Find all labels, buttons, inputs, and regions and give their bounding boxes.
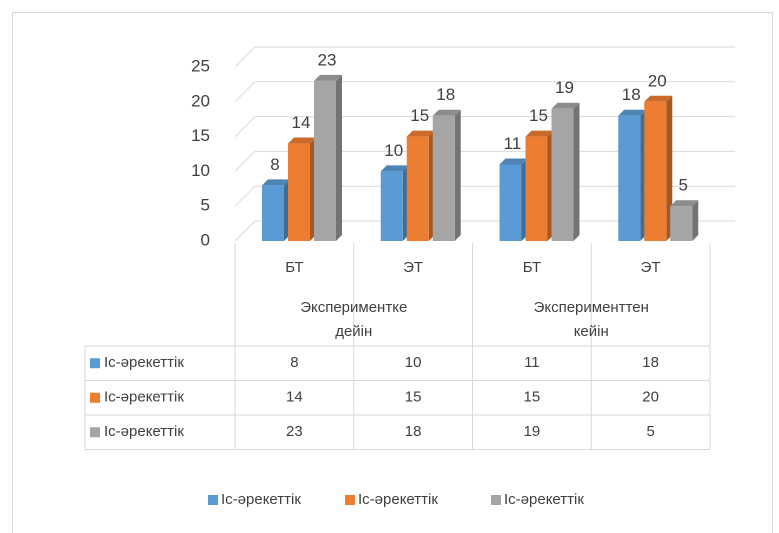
table-row-label: Іс-әрекеттік xyxy=(104,423,184,440)
x-tick-label: БТ xyxy=(523,259,541,276)
grid-line xyxy=(234,46,735,68)
bar xyxy=(670,206,693,241)
bar-top xyxy=(499,158,528,165)
data-label: 18 xyxy=(622,85,641,104)
data-label: 11 xyxy=(504,134,522,153)
bar-side xyxy=(573,102,580,241)
table-legend-key xyxy=(90,427,100,438)
bar xyxy=(499,164,522,241)
table-legend-key xyxy=(90,358,100,369)
bar xyxy=(525,136,548,241)
bar-top xyxy=(262,179,290,186)
bar-top xyxy=(525,130,554,137)
legend-label: Іс-әрекеттік xyxy=(504,491,584,508)
table-cell: 19 xyxy=(524,423,541,440)
table-cell: 23 xyxy=(286,423,303,440)
bar xyxy=(551,108,574,241)
legend-key xyxy=(491,495,501,505)
table-cell: 14 xyxy=(286,389,303,406)
chart-frame xyxy=(12,12,773,533)
y-tick-label: 0 xyxy=(201,230,210,249)
legend-label: Іс-әрекеттік xyxy=(358,491,438,508)
group-label: Экспериментке дейін xyxy=(300,299,408,340)
legend-key xyxy=(208,495,218,505)
x-tick-label: БТ xyxy=(285,259,303,276)
bar-top xyxy=(380,165,409,172)
table-cell: 18 xyxy=(405,423,422,440)
bar-side xyxy=(692,200,699,241)
y-tick-label: 15 xyxy=(191,126,210,145)
table-cell: 10 xyxy=(405,354,422,371)
data-label: 18 xyxy=(436,85,455,104)
bar xyxy=(432,115,455,241)
bar-top xyxy=(288,137,316,144)
data-label: 20 xyxy=(648,71,667,90)
table-row-label: Іс-әрекеттік xyxy=(104,354,184,371)
table-cell: 8 xyxy=(290,354,298,371)
bar xyxy=(618,115,641,241)
bar-side xyxy=(666,95,673,241)
data-label: 15 xyxy=(529,106,548,125)
group-label: Эксперименттен кейін xyxy=(533,299,649,340)
bar-top xyxy=(670,200,699,207)
y-tick-label: 10 xyxy=(191,161,210,180)
bar-top xyxy=(551,102,580,109)
data-label: 23 xyxy=(318,50,337,69)
bar xyxy=(406,136,429,241)
table-row-label: Іс-әрекеттік xyxy=(104,389,184,406)
bar-side xyxy=(336,74,342,241)
bar xyxy=(288,143,310,241)
table-legend-key xyxy=(90,392,100,403)
bar-top xyxy=(314,74,342,81)
bar-side xyxy=(454,109,461,241)
x-tick-label: ЭТ xyxy=(641,259,661,276)
table-cell: 11 xyxy=(524,354,540,371)
data-label: 8 xyxy=(270,155,279,174)
table-cell: 15 xyxy=(524,389,541,406)
y-tick-label: 5 xyxy=(201,196,210,215)
y-tick-label: 25 xyxy=(191,56,210,75)
bar xyxy=(380,171,403,241)
bar-top xyxy=(406,130,435,137)
legend-label: Іс-әрекеттік xyxy=(221,491,301,508)
y-tick-label: 20 xyxy=(191,91,210,110)
legend-key xyxy=(345,495,355,505)
bar xyxy=(314,80,336,241)
bar-top xyxy=(644,95,673,102)
bar-top xyxy=(432,109,461,116)
data-label: 10 xyxy=(384,141,403,160)
bar xyxy=(644,101,667,241)
x-tick-label: ЭТ xyxy=(403,259,423,276)
table-cell: 15 xyxy=(405,389,422,406)
data-label: 14 xyxy=(292,113,311,132)
data-label: 5 xyxy=(679,176,688,195)
table-cell: 18 xyxy=(642,354,659,371)
data-label: 19 xyxy=(555,78,574,97)
bar xyxy=(262,185,284,241)
table-cell: 20 xyxy=(642,389,659,406)
table-cell: 5 xyxy=(646,423,654,440)
bar-top xyxy=(618,109,647,116)
data-label: 15 xyxy=(410,106,429,125)
grid-line xyxy=(234,81,735,103)
